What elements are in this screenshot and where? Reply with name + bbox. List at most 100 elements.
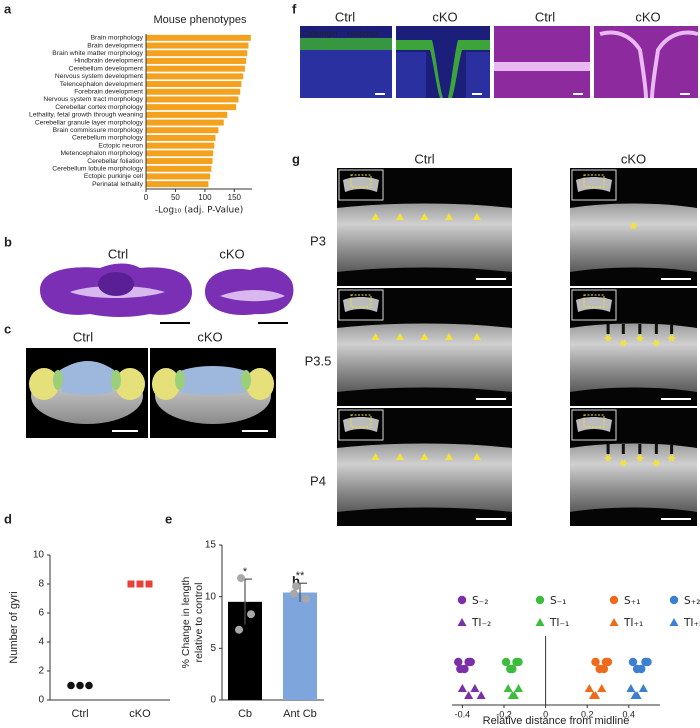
data-point xyxy=(247,610,255,619)
roi-box xyxy=(350,174,372,188)
arrowhead xyxy=(473,213,481,220)
panel-label: h xyxy=(292,573,300,588)
category-label: Nervous system development xyxy=(55,73,143,80)
x-tick-label: 0 xyxy=(144,193,149,202)
category-label: Brain white matter morphology xyxy=(52,50,143,57)
data-point xyxy=(457,684,467,692)
legend-marker xyxy=(457,618,467,626)
bar xyxy=(146,150,214,157)
category-label: Cerebellum lobule morphology xyxy=(52,166,143,173)
panel-label: a xyxy=(4,1,12,16)
scale-bar xyxy=(476,278,506,280)
stain-label: Calbindin xyxy=(302,28,338,38)
asterisk xyxy=(605,334,611,342)
data-point xyxy=(632,664,642,674)
arrowhead xyxy=(396,333,404,340)
bar xyxy=(146,96,239,103)
x-tick-label: Ant Cb xyxy=(283,708,317,720)
data-point xyxy=(501,657,511,667)
asterisk xyxy=(631,222,636,230)
bar xyxy=(146,181,209,188)
arrowhead xyxy=(420,333,429,340)
category-label: Cerebellar cortex morphology xyxy=(55,104,143,111)
legend-label: S₋₁ xyxy=(550,595,566,607)
tissue xyxy=(337,443,512,512)
y-tick-label: 15 xyxy=(205,540,217,551)
arrowhead xyxy=(445,213,453,220)
sulcus xyxy=(606,444,610,454)
data-point xyxy=(597,684,607,692)
data-point xyxy=(506,664,515,674)
sulcus xyxy=(606,324,610,334)
data-point xyxy=(464,691,474,699)
legend-marker xyxy=(457,595,467,605)
scale-bar xyxy=(476,518,506,520)
data-point xyxy=(601,657,611,667)
bar xyxy=(146,65,245,72)
x-axis-label: Relative distance from midline xyxy=(483,715,630,727)
sulcus xyxy=(670,324,674,334)
bar xyxy=(283,592,317,700)
legend-label: TI₊₁ xyxy=(623,617,643,629)
arrowhead xyxy=(396,213,404,220)
x-tick-label: cKO xyxy=(129,708,151,720)
data-point xyxy=(454,657,463,667)
y-tick-label: 4 xyxy=(38,637,44,648)
image-label: Ctrl xyxy=(73,329,93,344)
asterisk xyxy=(637,334,643,342)
x-tick-label: 100 xyxy=(198,193,212,202)
category-label: Cerebellum morphology xyxy=(72,135,144,142)
data-point xyxy=(626,684,636,692)
arrowhead xyxy=(445,333,453,340)
bar xyxy=(146,165,212,172)
data-point xyxy=(638,684,648,692)
data-point xyxy=(584,684,594,692)
asterisk xyxy=(620,459,626,467)
bar xyxy=(146,134,216,141)
data-point xyxy=(456,664,465,674)
data-point xyxy=(76,681,84,690)
bar xyxy=(146,158,213,165)
category-label: Hindbrain development xyxy=(74,58,143,65)
legend-label: S₋₂ xyxy=(472,595,488,607)
image-label: cKO xyxy=(635,9,660,24)
sulcus xyxy=(621,324,625,334)
image-label: Ctrl xyxy=(535,9,555,24)
x-tick-label: 150 xyxy=(228,193,242,202)
column-label: Ctrl xyxy=(414,151,434,166)
y-tick-label: 2 xyxy=(38,666,44,677)
bar xyxy=(146,104,237,111)
data-point xyxy=(476,691,486,699)
data-point xyxy=(470,684,480,692)
data-point xyxy=(145,580,153,588)
y-axis-label: relative to control xyxy=(193,583,205,663)
row-label: P3 xyxy=(310,233,326,248)
bar xyxy=(146,73,244,80)
x-tick-label: 0.2 xyxy=(581,709,594,719)
category-label: Ectopic purkinje cell xyxy=(84,173,144,180)
bar xyxy=(146,88,241,95)
stain-label: Hoechst xyxy=(347,28,379,38)
legend-label: TI₋₁ xyxy=(549,617,569,629)
bar xyxy=(146,50,248,57)
y-axis-label: Number of gyri xyxy=(8,591,20,663)
bar xyxy=(146,127,219,134)
inset-tissue xyxy=(343,297,379,312)
data-point xyxy=(514,684,524,692)
data-point xyxy=(591,657,600,667)
x-tick-label: -0.2 xyxy=(496,709,512,719)
fluorescence-image xyxy=(300,26,699,99)
arrowhead xyxy=(473,333,481,340)
data-point xyxy=(512,657,521,667)
category-label: Perinatal lethality xyxy=(92,181,144,188)
x-tick-label: Cb xyxy=(238,708,252,720)
asterisk xyxy=(637,454,643,462)
y-tick-label: 6 xyxy=(38,608,44,619)
significance-label: * xyxy=(243,566,248,578)
x-tick-label: 50 xyxy=(171,193,180,202)
category-label: Telencephalon development xyxy=(60,81,143,88)
arrowhead xyxy=(473,453,481,460)
category-label: Cerebellum development xyxy=(69,65,143,72)
legend-marker xyxy=(669,618,679,626)
image-grid: Ctrl cKO P3 P3.5 P4 xyxy=(305,151,697,526)
